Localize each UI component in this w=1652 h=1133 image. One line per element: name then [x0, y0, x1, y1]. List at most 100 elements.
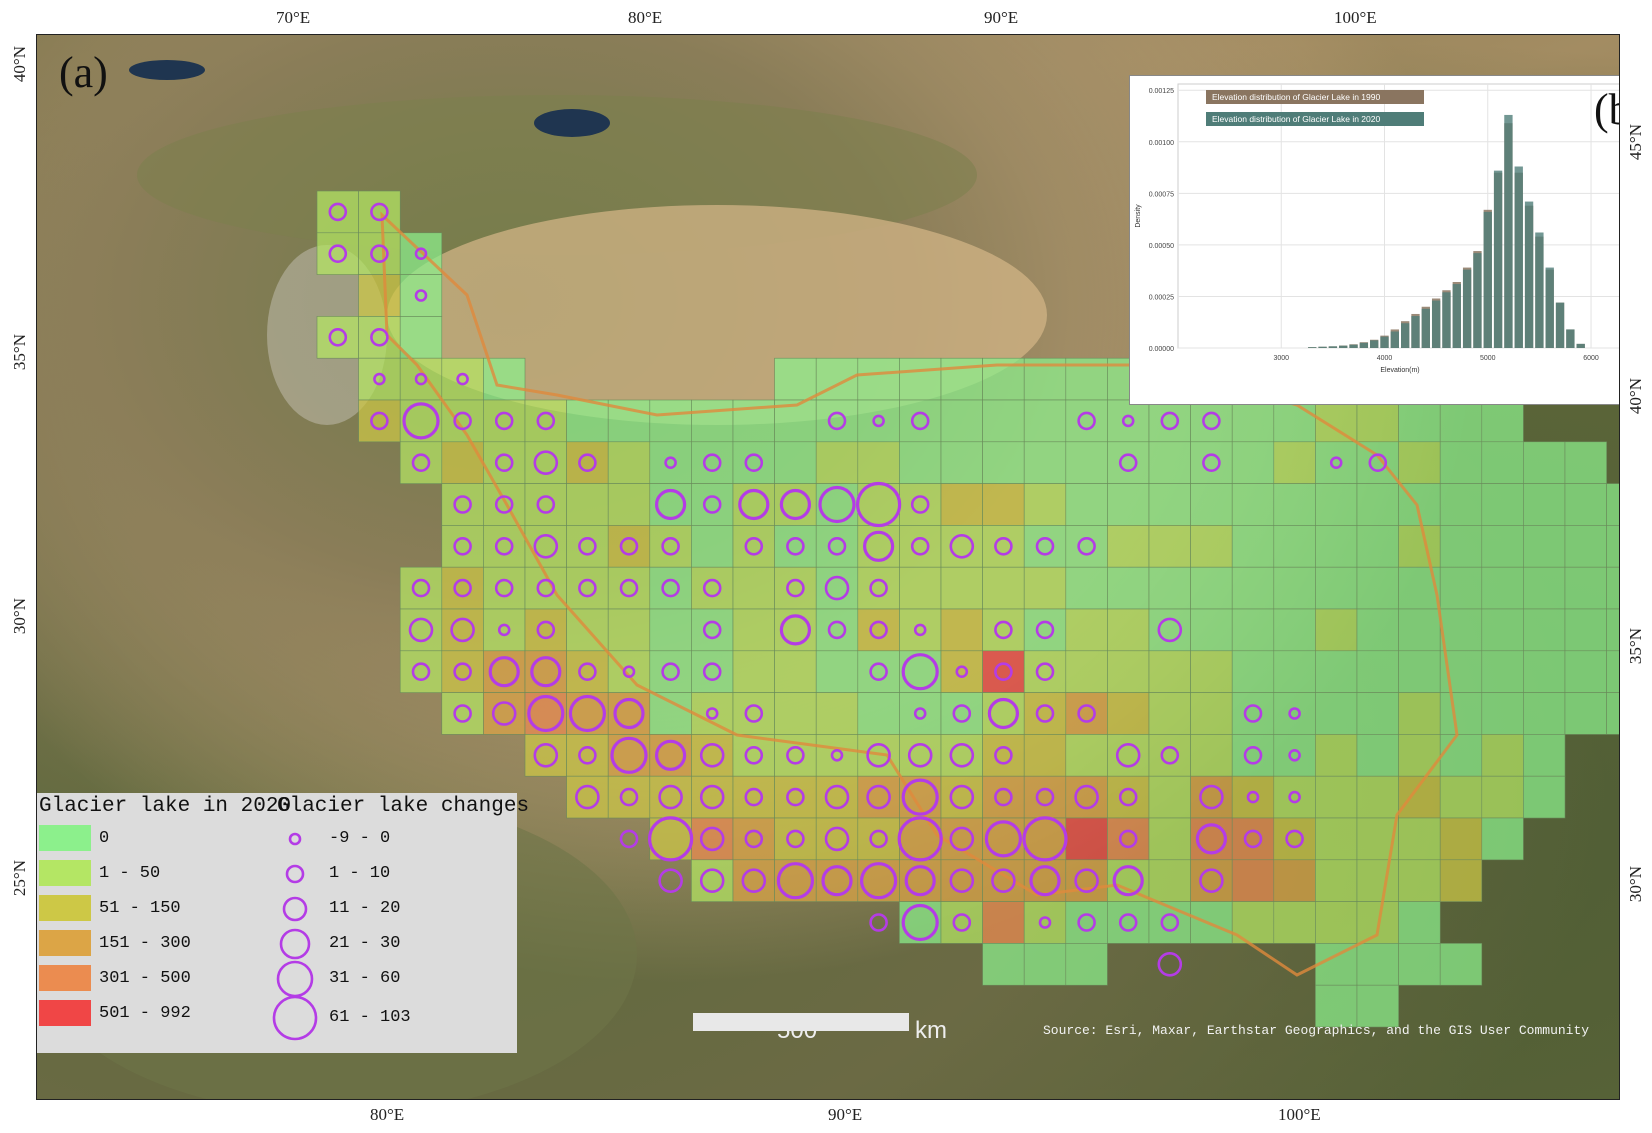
change-ring	[1288, 707, 1301, 720]
grid-cell	[1273, 608, 1316, 652]
grid-cell	[1107, 901, 1150, 944]
grid-cell	[899, 399, 942, 443]
change-ring	[494, 536, 514, 556]
grid-cell	[857, 692, 900, 735]
histogram-y-tick-label: 0.00125	[1149, 88, 1174, 95]
grid-cell	[649, 399, 692, 443]
grid-cell	[774, 566, 817, 610]
change-ring	[578, 536, 597, 556]
grid-cell	[691, 399, 734, 443]
grid-cell	[316, 316, 359, 359]
grid-cell	[1398, 943, 1441, 986]
change-ring	[897, 816, 943, 862]
legend-ring	[282, 896, 308, 922]
change-ring	[1246, 790, 1260, 804]
histogram-bar	[1493, 170, 1503, 348]
grid-cell	[1023, 399, 1067, 443]
change-ring	[869, 829, 888, 849]
grid-cell	[1564, 441, 1607, 484]
grid-cell	[1148, 859, 1191, 902]
grid-cell	[857, 357, 900, 401]
grid-cell	[1398, 775, 1441, 819]
change-ring	[779, 614, 812, 646]
grid-cell	[815, 566, 859, 610]
change-ring	[610, 736, 648, 774]
change-ring	[702, 495, 722, 514]
grid-cell	[1190, 650, 1233, 693]
grid-cell	[1065, 692, 1108, 735]
grid-cell	[732, 817, 775, 861]
grid-cell	[1065, 901, 1108, 944]
map-frame[interactable]: (a) 0.00000 0.00025 0.00050 0.00075 0.00100 0…	[36, 34, 1620, 1100]
grid-cell	[940, 692, 983, 735]
grid-cell	[1439, 483, 1483, 526]
grid-cell	[1023, 692, 1067, 735]
grid-cell	[1065, 650, 1108, 693]
change-ring	[827, 620, 847, 640]
grid-cell	[1273, 817, 1316, 861]
change-ring	[1077, 913, 1096, 932]
grid-cell	[815, 441, 859, 484]
change-ring	[411, 578, 431, 598]
grid-cell	[1398, 817, 1441, 861]
grid-cell	[899, 357, 942, 401]
grid-cell	[1398, 901, 1441, 944]
grid-cell	[899, 525, 942, 568]
grid-cell	[1231, 817, 1275, 861]
grid-cell	[1273, 775, 1316, 819]
change-ring	[1288, 748, 1301, 762]
grid-cell	[1398, 525, 1441, 568]
grid-cell	[815, 525, 859, 568]
grid-cell	[940, 483, 983, 526]
histogram-bar	[1349, 344, 1358, 348]
change-ring	[370, 327, 389, 347]
grid-cell	[691, 859, 734, 902]
grid-cell	[1439, 399, 1483, 443]
grid-cell	[399, 608, 443, 652]
legend-swatch	[39, 825, 91, 851]
grid-cell	[691, 650, 734, 693]
change-ring	[824, 826, 850, 852]
change-ring	[1074, 784, 1099, 810]
change-ring	[613, 697, 645, 730]
change-ring	[824, 784, 850, 810]
grid-cell	[524, 734, 567, 777]
grid-cell	[815, 817, 859, 861]
grid-cell	[1606, 650, 1619, 693]
grid-cell	[399, 650, 443, 693]
grid-cell	[1023, 901, 1067, 944]
grid-cell	[524, 608, 567, 652]
grid-cell	[399, 566, 443, 610]
change-ring	[738, 488, 770, 521]
grid-cell	[774, 859, 817, 902]
grid-cell	[1107, 566, 1150, 610]
grid-cell	[857, 566, 900, 610]
grid-cell	[441, 650, 484, 693]
grid-cell	[1231, 608, 1275, 652]
change-ring	[991, 868, 1016, 894]
panel-b-label: (b)	[1594, 85, 1619, 134]
histogram-bar	[1390, 331, 1399, 348]
grid-cell	[1065, 399, 1108, 443]
grid-cell	[1356, 943, 1399, 986]
grid-cell	[1481, 399, 1524, 443]
grid-cell	[940, 817, 983, 861]
grid-cell	[1523, 483, 1566, 526]
grid-cell	[899, 734, 942, 777]
grid-cell	[940, 650, 983, 693]
grid-cell	[483, 692, 526, 735]
legend-swatch	[39, 895, 91, 921]
grid-cell	[649, 566, 692, 610]
grid-cell	[441, 692, 484, 735]
grid-cell	[1107, 399, 1150, 443]
histogram-bar	[1442, 292, 1451, 348]
legend-swatch	[39, 930, 91, 956]
legend-swatch	[39, 965, 91, 991]
grid-cell	[566, 734, 609, 777]
right-tick-30n: 30°N	[1626, 866, 1645, 903]
grid-cell	[1481, 692, 1524, 735]
grid-cell	[1606, 483, 1619, 526]
grid-cell	[774, 357, 817, 401]
grid-cell	[649, 775, 692, 819]
change-ring	[744, 536, 764, 556]
